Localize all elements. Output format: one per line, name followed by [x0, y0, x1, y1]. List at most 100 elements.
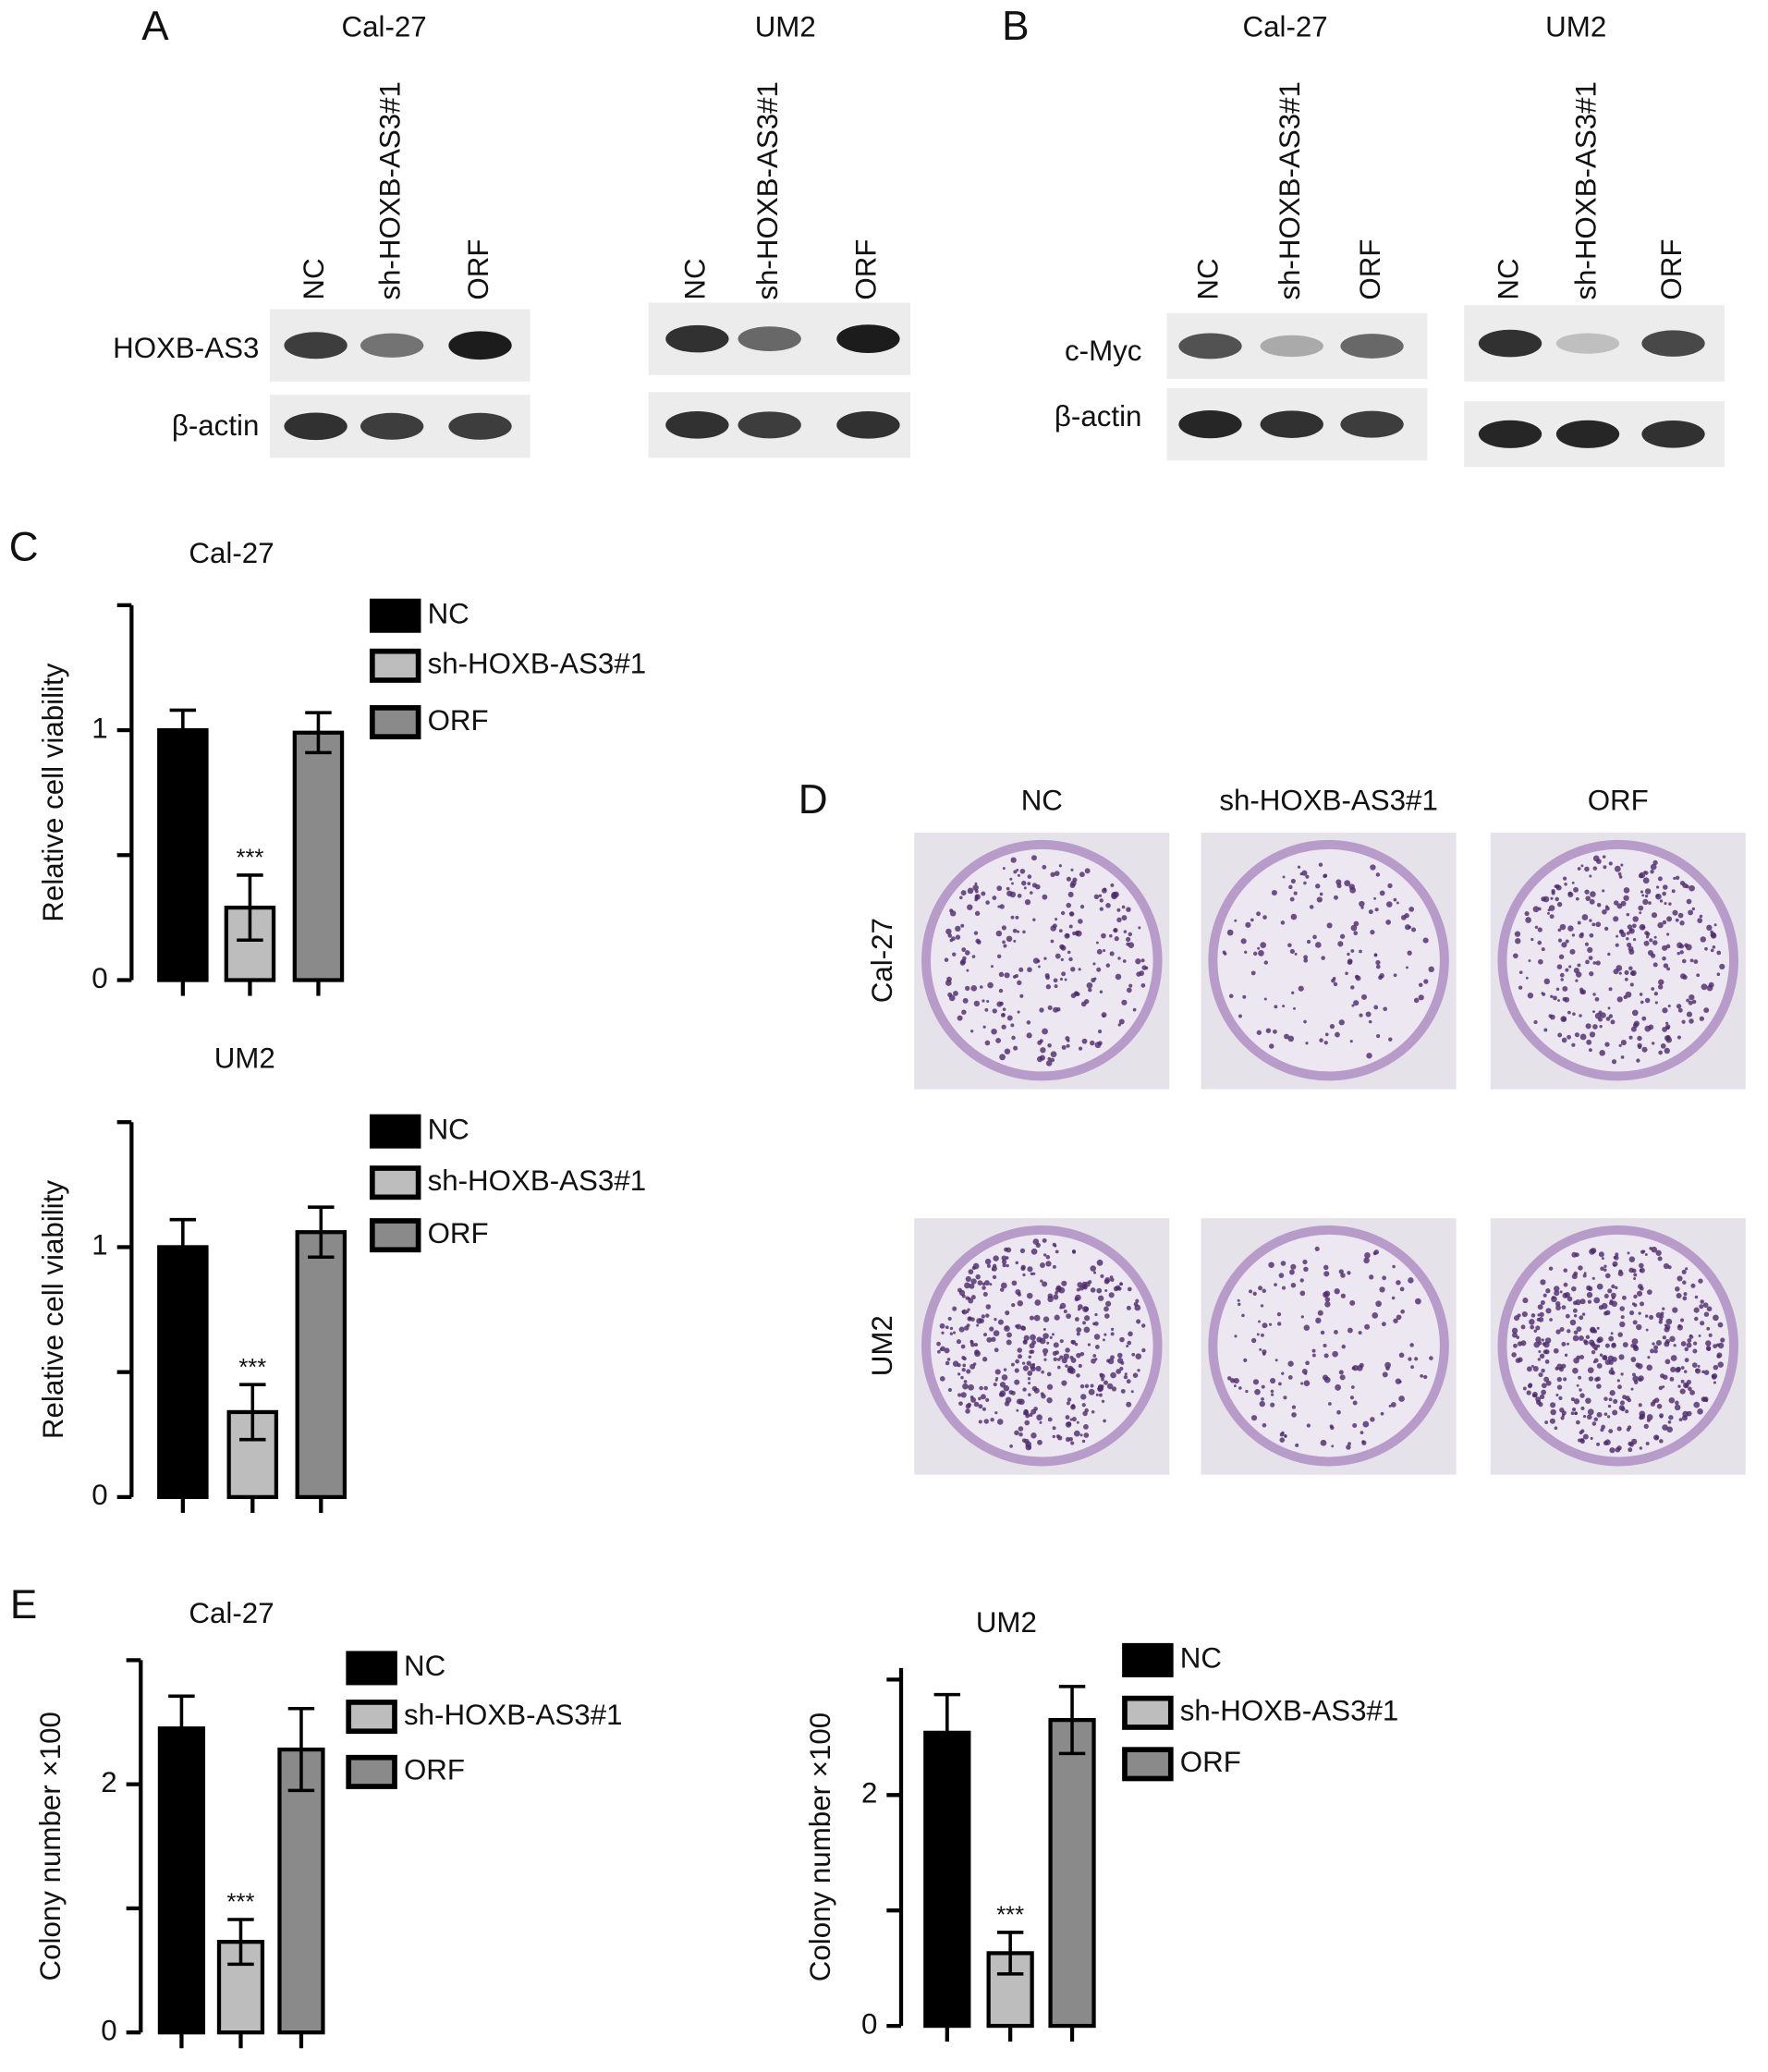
- colony: [1040, 1262, 1045, 1268]
- colony: [1710, 932, 1716, 938]
- colony: [1596, 902, 1602, 908]
- colony: [1555, 1305, 1561, 1310]
- colony: [1603, 1293, 1609, 1298]
- cell-line-label: UM2: [755, 11, 816, 43]
- colony: [1685, 1267, 1689, 1271]
- colony: [1679, 973, 1687, 980]
- colony: [1539, 1353, 1545, 1359]
- row-label: β-actin: [1055, 400, 1142, 433]
- colony: [1550, 896, 1554, 900]
- blot-band: [360, 412, 424, 440]
- colony: [1662, 1307, 1665, 1310]
- colony: [1028, 1382, 1031, 1385]
- colony: [1681, 1019, 1686, 1024]
- colony: [1067, 950, 1071, 955]
- colony: [1053, 1342, 1059, 1348]
- colony: [1587, 946, 1593, 954]
- colony: [989, 1283, 993, 1286]
- colony: [1517, 1341, 1523, 1347]
- colony: [1620, 1407, 1626, 1412]
- colony: [1140, 958, 1145, 963]
- colony: [1083, 1326, 1091, 1334]
- colony: [1080, 1394, 1087, 1400]
- y-tick-label: 2: [101, 1766, 116, 1798]
- colony: [1664, 901, 1667, 906]
- colony: [1522, 1386, 1527, 1391]
- colony: [1053, 1294, 1059, 1300]
- colony: [1022, 1365, 1030, 1371]
- bar: [157, 1245, 209, 1500]
- dish: [1208, 1225, 1449, 1467]
- bar: [157, 727, 209, 982]
- blot-band: [1340, 410, 1404, 438]
- colony: [1036, 959, 1041, 963]
- colony: [1645, 932, 1651, 937]
- colony: [1044, 972, 1050, 979]
- colony: [1003, 1368, 1007, 1371]
- colony: [1014, 1379, 1020, 1385]
- colony: [1683, 1370, 1688, 1373]
- colony: [1300, 1382, 1304, 1385]
- colony: [1359, 900, 1365, 908]
- colony: [957, 1363, 961, 1368]
- colony: [1639, 1262, 1644, 1269]
- colony: [1581, 1312, 1586, 1316]
- colony: [1550, 1408, 1556, 1416]
- colony: [1602, 889, 1605, 893]
- colony: [961, 1009, 967, 1015]
- colony: [1642, 877, 1650, 884]
- colony: [1587, 1299, 1592, 1304]
- colony: [1677, 1324, 1681, 1328]
- colony: [1636, 1058, 1640, 1063]
- colony: [1333, 895, 1338, 900]
- colony: [1616, 996, 1623, 1003]
- colony: [1023, 1339, 1028, 1344]
- colony: [1645, 1442, 1650, 1445]
- colony: [1059, 1355, 1064, 1359]
- colony: [1074, 1297, 1079, 1302]
- colony: [1596, 1442, 1601, 1446]
- colony: [1014, 1368, 1019, 1373]
- colony: [1031, 1340, 1037, 1346]
- colony: [1573, 1300, 1578, 1306]
- colony: [1006, 890, 1013, 896]
- colony: [1665, 1037, 1673, 1043]
- colony: [1331, 1444, 1335, 1448]
- colony: [1299, 1278, 1304, 1283]
- colony: [1287, 943, 1292, 947]
- colony: [1347, 952, 1350, 957]
- colony: [1060, 957, 1064, 962]
- colony: [1026, 1020, 1031, 1025]
- colony: [1604, 906, 1610, 911]
- colony: [1101, 1399, 1105, 1403]
- colony: [1049, 1335, 1053, 1339]
- error-bar: [239, 1383, 266, 1442]
- colony: [1113, 927, 1118, 933]
- colony: [1575, 1252, 1579, 1258]
- colony: [1588, 1376, 1594, 1382]
- colony: [1341, 1344, 1347, 1349]
- colony: [994, 1411, 998, 1415]
- colony: [952, 1306, 957, 1311]
- colony: [1078, 919, 1083, 924]
- colony: [1615, 1252, 1619, 1257]
- colony: [1270, 1377, 1276, 1384]
- colony: [1373, 1249, 1380, 1255]
- colony: [1351, 1385, 1355, 1389]
- colony: [1591, 1349, 1596, 1355]
- colony: [1679, 1318, 1685, 1322]
- colony: [1571, 881, 1575, 884]
- colony: [1684, 1347, 1689, 1352]
- colony: [966, 1310, 969, 1313]
- colony: [1559, 972, 1565, 978]
- colony: [1393, 897, 1397, 902]
- colony: [1682, 1296, 1688, 1301]
- colony: [1350, 949, 1355, 953]
- colony: [1026, 1032, 1032, 1039]
- colony: [1031, 1385, 1038, 1392]
- colony: [1611, 1059, 1617, 1065]
- colony: [1347, 1271, 1351, 1275]
- y-axis-label: Colony number ×100: [34, 1712, 67, 1981]
- colony: [1262, 1322, 1268, 1329]
- colony: [1017, 873, 1020, 877]
